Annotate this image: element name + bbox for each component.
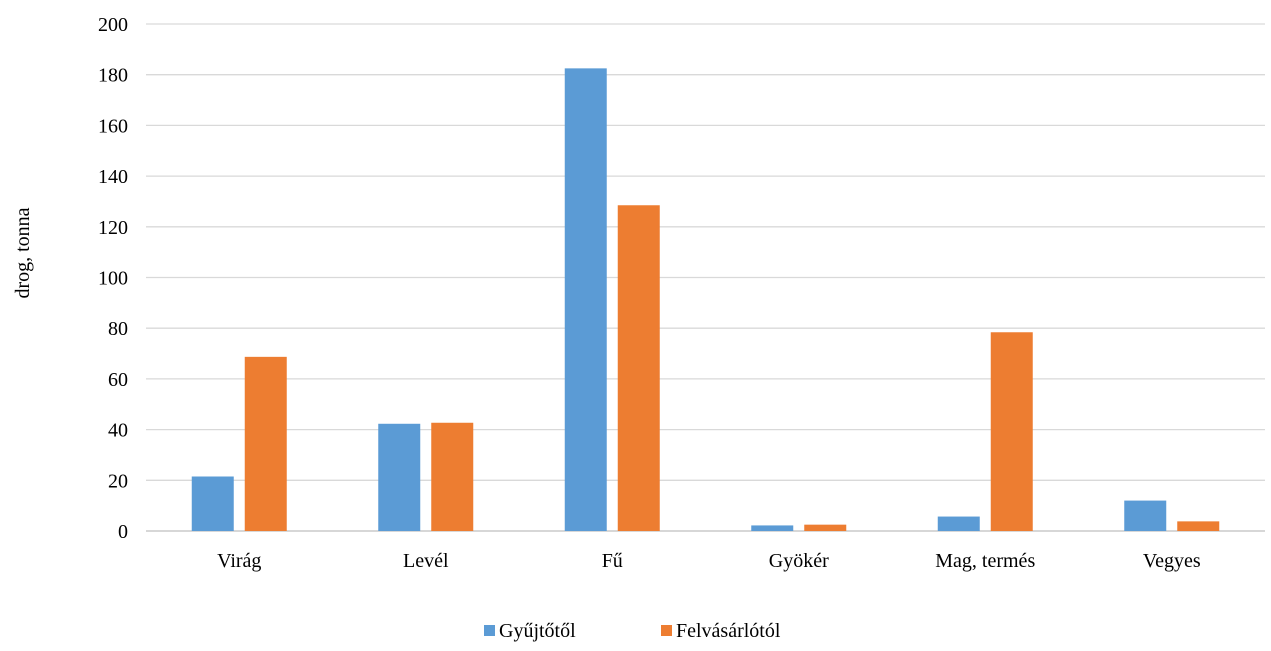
y-tick-label: 0: [118, 521, 128, 543]
bar-felvasarlotol-5: [1177, 521, 1220, 531]
bar-gyujtotol-4: [937, 516, 980, 531]
x-tick-label: Fű: [602, 550, 623, 572]
bar-gyujtotol-0: [191, 476, 234, 531]
x-axis-tick-labels: Virág Levél Fű Gyökér Mag, termés Vegyes: [217, 550, 1201, 572]
legend: Gyűjtőtől Felvásárlótól: [484, 620, 781, 642]
y-tick-label: 120: [98, 217, 128, 239]
legend-label-1: Felvásárlótól: [676, 620, 781, 642]
bar-gyujtotol-5: [1124, 500, 1167, 531]
legend-swatch-0: [484, 625, 495, 636]
y-tick-label: 200: [98, 14, 128, 36]
bar-gyujtotol-2: [564, 68, 607, 532]
bar-felvasarlotol-0: [244, 356, 287, 531]
y-tick-label: 180: [98, 65, 128, 87]
x-tick-label: Gyökér: [769, 550, 829, 572]
y-tick-label: 160: [98, 115, 128, 137]
y-axis-label: drog, tonna: [12, 207, 34, 298]
gridlines: [146, 23, 1265, 532]
y-tick-label: 100: [98, 268, 128, 290]
x-tick-label: Mag, termés: [935, 550, 1035, 572]
y-tick-label: 140: [98, 166, 128, 188]
bar-gyujtotol-3: [751, 525, 794, 531]
bars: [191, 68, 1220, 532]
bar-felvasarlotol-4: [990, 332, 1033, 531]
y-tick-label: 20: [108, 470, 128, 492]
y-axis-tick-labels: 0 20 40 60 80 100 120 140 160 180 200: [98, 14, 128, 543]
x-tick-label: Vegyes: [1143, 550, 1201, 572]
legend-swatch-1: [661, 625, 672, 636]
bar-gyujtotol-1: [378, 423, 421, 531]
y-tick-label: 60: [108, 369, 128, 391]
y-tick-label: 40: [108, 420, 128, 442]
bar-felvasarlotol-2: [617, 205, 660, 531]
bar-felvasarlotol-3: [804, 524, 847, 531]
bar-felvasarlotol-1: [431, 422, 474, 531]
x-tick-label: Virág: [217, 550, 261, 572]
y-tick-label: 80: [108, 318, 128, 340]
x-tick-label: Levél: [403, 550, 449, 572]
legend-label-0: Gyűjtőtől: [499, 620, 576, 642]
